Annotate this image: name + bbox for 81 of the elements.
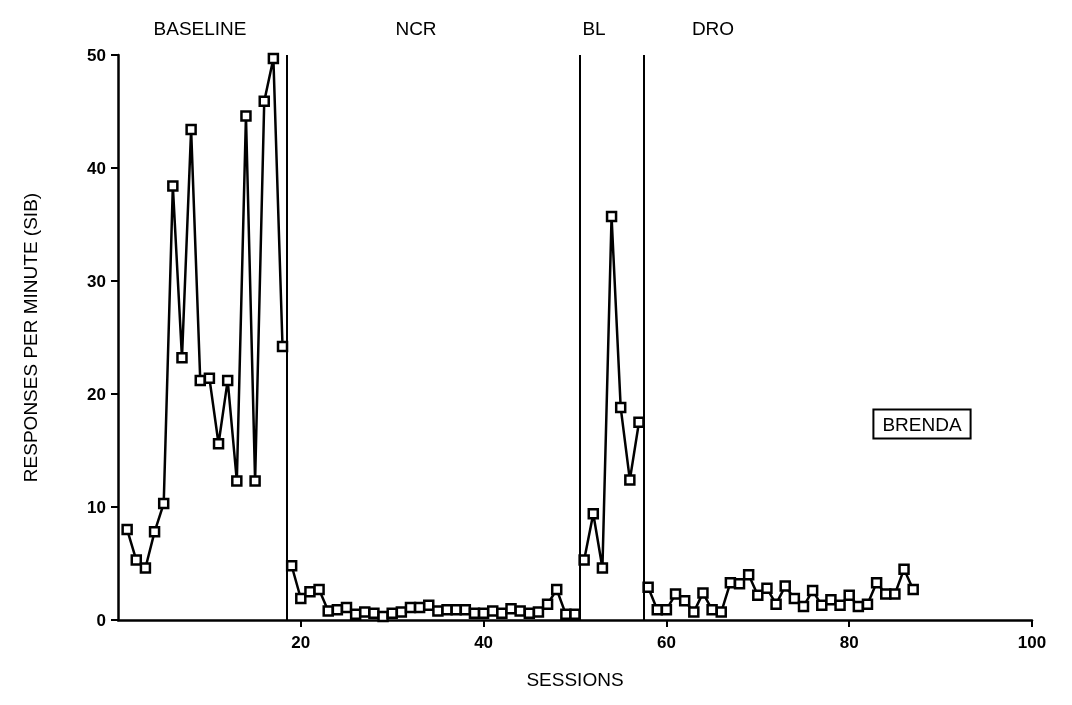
y-tick-label: 30	[87, 271, 106, 291]
point	[596, 562, 609, 574]
point	[340, 601, 353, 614]
point	[212, 437, 225, 450]
point	[788, 592, 801, 605]
point	[816, 599, 828, 612]
point	[532, 606, 545, 618]
point	[697, 587, 709, 599]
x-tick-label: 100	[1017, 633, 1047, 652]
point	[514, 605, 526, 617]
point	[258, 95, 270, 108]
point	[870, 576, 883, 589]
point	[304, 586, 316, 598]
text: DRO	[691, 17, 735, 39]
point	[203, 372, 216, 384]
text: BL	[582, 17, 606, 39]
point	[459, 604, 472, 616]
point	[395, 606, 408, 618]
point	[240, 110, 252, 122]
point	[752, 589, 764, 601]
point	[806, 584, 819, 597]
x-tick-label: 40	[474, 633, 494, 652]
point	[742, 569, 755, 581]
point	[139, 562, 152, 574]
point	[313, 583, 325, 596]
point	[386, 607, 398, 619]
point	[231, 475, 243, 487]
point	[770, 598, 782, 610]
point	[423, 599, 435, 612]
point	[176, 352, 188, 364]
point	[148, 526, 161, 538]
point	[185, 123, 197, 136]
point	[706, 604, 718, 616]
point	[843, 589, 855, 601]
point	[368, 607, 380, 619]
point	[450, 604, 462, 616]
point	[130, 554, 143, 566]
text: NCR	[395, 17, 437, 39]
point	[496, 607, 508, 619]
x-tick-label: 80	[839, 633, 859, 652]
point	[907, 583, 919, 596]
y-axis-title: RESPONSES PER MINUTE (SIB)	[20, 192, 41, 483]
point	[761, 582, 773, 595]
point	[669, 588, 682, 600]
point	[825, 593, 837, 606]
point	[624, 474, 636, 486]
y-tick-label: 40	[87, 158, 106, 178]
point	[157, 497, 170, 510]
point	[541, 598, 554, 610]
point	[861, 598, 874, 610]
point	[322, 605, 334, 617]
x-axis-title: SESSIONS	[526, 669, 624, 690]
point	[889, 588, 901, 600]
point	[715, 606, 727, 618]
point	[779, 580, 791, 592]
point	[295, 592, 307, 605]
point	[167, 180, 179, 192]
y-tick-label: 10	[87, 497, 106, 517]
text: BASELINE	[153, 17, 247, 39]
y-tick-label: 0	[96, 610, 106, 630]
y-tick-label: 20	[87, 384, 106, 404]
point	[660, 604, 673, 616]
point	[898, 563, 910, 575]
point	[121, 523, 133, 536]
point	[550, 583, 563, 596]
point	[605, 210, 618, 223]
point	[221, 374, 234, 387]
point	[733, 578, 746, 590]
point	[834, 599, 846, 612]
point	[587, 508, 600, 520]
annotation: BRENDA	[882, 413, 962, 435]
point	[249, 475, 261, 487]
point	[331, 604, 344, 616]
point	[614, 401, 627, 414]
point	[678, 595, 691, 607]
point	[797, 600, 810, 613]
x-tick-label: 60	[656, 633, 676, 652]
x-tick-label: 20	[291, 633, 311, 652]
point	[688, 606, 700, 618]
point	[267, 52, 280, 65]
y-tick-label: 50	[87, 45, 106, 65]
